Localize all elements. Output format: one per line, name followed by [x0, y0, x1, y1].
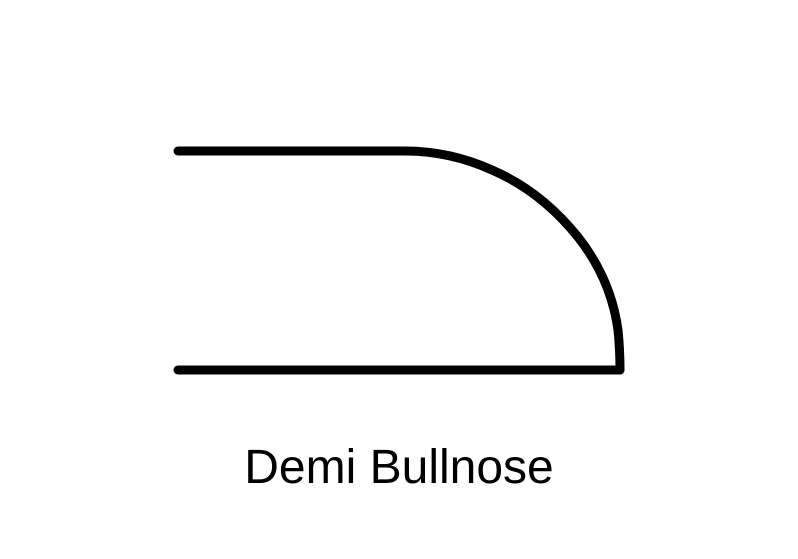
- profile-caption: Demi Bullnose: [244, 441, 554, 494]
- bullnose-curve: [400, 146, 625, 375]
